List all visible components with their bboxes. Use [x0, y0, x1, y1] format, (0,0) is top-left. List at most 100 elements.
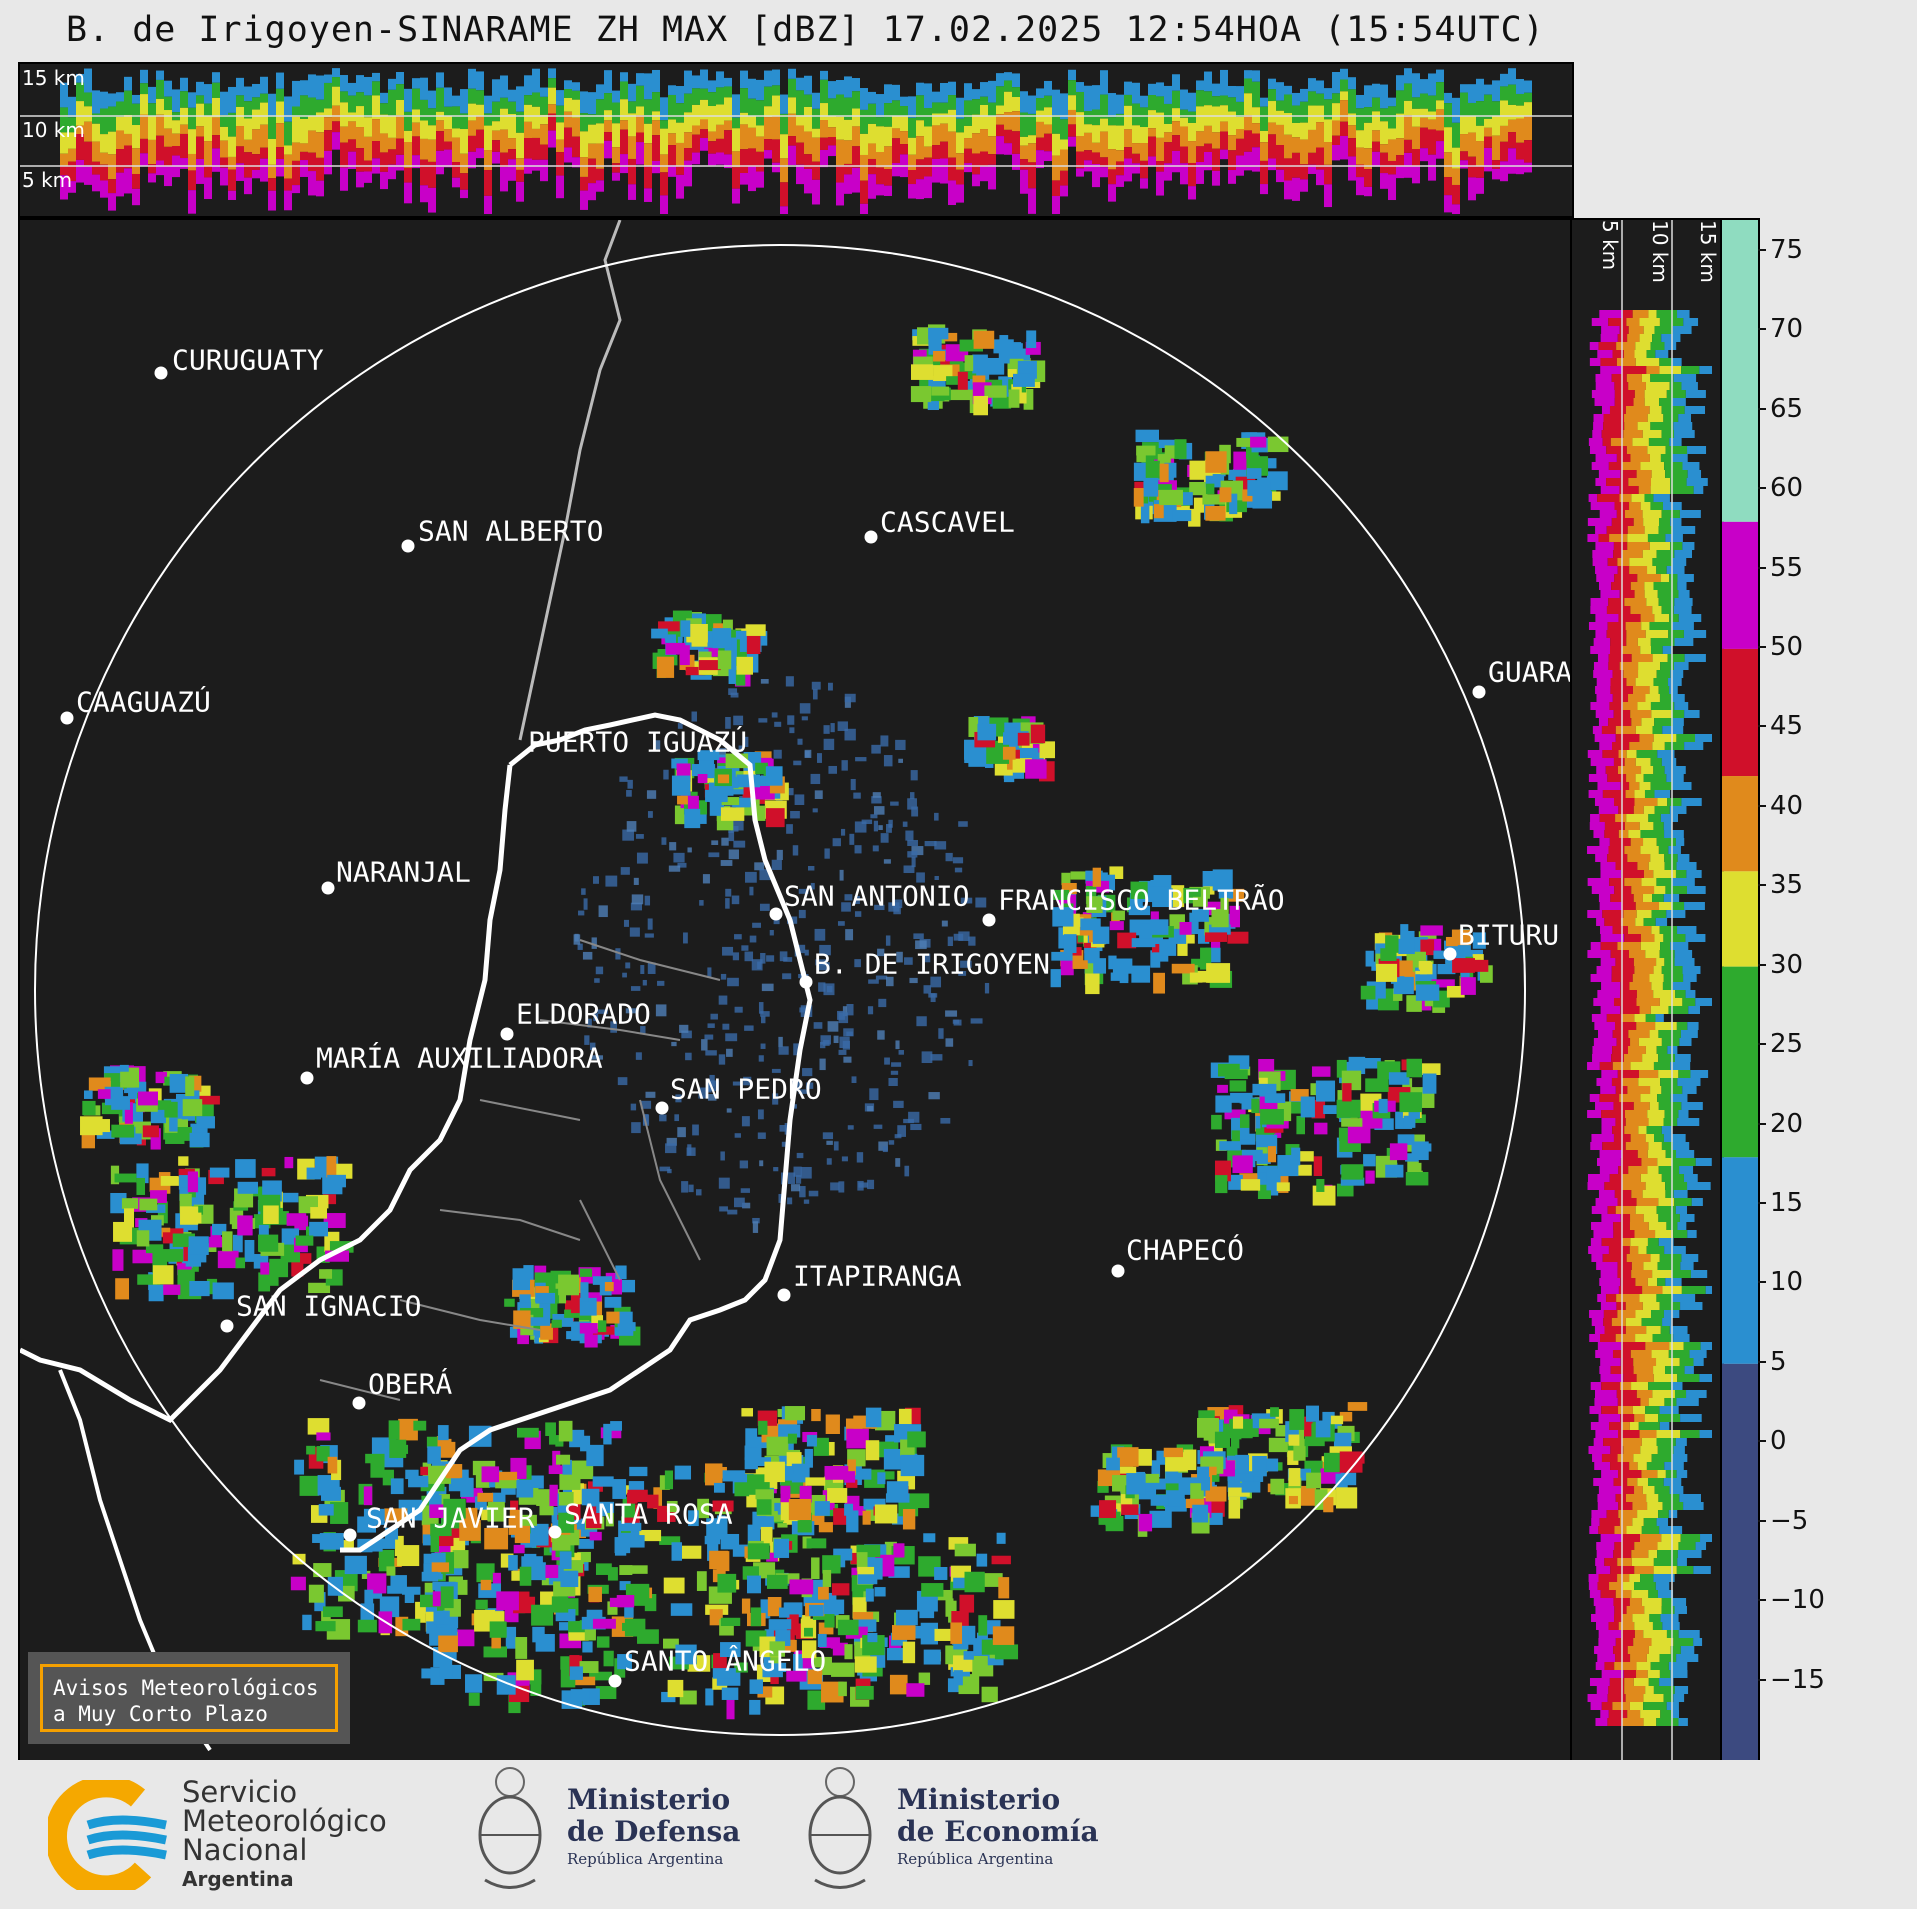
- city-marker: [864, 530, 878, 544]
- dbz-colorbar: [1720, 218, 1760, 1763]
- economia-line-2: de Economía: [897, 1815, 1099, 1848]
- top-altitude-10: 10 km: [22, 118, 85, 142]
- city-marker: [608, 1674, 622, 1688]
- city-marker: [352, 1396, 366, 1410]
- city-label-cascavel: CASCAVEL: [880, 505, 1015, 539]
- warning-notice-frame: Avisos Meteorológicos a Muy Corto Plazo: [40, 1664, 338, 1732]
- notice-line-1: Avisos Meteorológicos: [53, 1676, 319, 1700]
- colorbar-tick-mark: [1758, 884, 1766, 887]
- city-marker: [401, 539, 415, 553]
- colorbar-tick-mark: [1758, 1281, 1766, 1284]
- economia-line-1: Ministerio: [897, 1783, 1061, 1816]
- colorbar-tick-label: 70: [1770, 314, 1804, 345]
- colorbar-tick-mark: [1758, 645, 1766, 648]
- radar-site-marker: [799, 975, 813, 989]
- right-cross-section-canvas: [1587, 220, 1712, 1761]
- colorbar-band: [1722, 1157, 1758, 1364]
- city-label-maria-auxiliadora: MARÍA AUXILIADORA: [316, 1041, 603, 1075]
- footer-logos: Servicio Meteorológico Nacional Argentin…: [0, 1760, 1917, 1909]
- city-label-eldorado: ELDORADO: [516, 997, 651, 1031]
- city-label-san-alberto: SAN ALBERTO: [418, 514, 604, 548]
- colorbar-tick-label: 10: [1770, 1267, 1804, 1298]
- colorbar-tick-mark: [1758, 963, 1766, 966]
- city-marker: [500, 1027, 514, 1041]
- colorbar-tick-label: 60: [1770, 473, 1804, 504]
- argentina-coat-of-arms-icon: [478, 1767, 542, 1889]
- top-cross-section-canvas: [20, 68, 1572, 214]
- misiones-border: [340, 712, 813, 1553]
- city-label-obera: OBERÁ: [368, 1367, 453, 1401]
- page-title: B. de Irigoyen-SINARAME ZH MAX [dBZ] 17.…: [66, 10, 1545, 50]
- city-label-san-antonio: SAN ANTONIO: [784, 879, 970, 913]
- smn-line-2: Meteorológico: [182, 1804, 387, 1838]
- city-label-santo-angelo: SANTO ÂNGELO: [624, 1644, 827, 1678]
- city-label-naranjal: NARANJAL: [336, 855, 471, 889]
- defensa-line-3: República Argentina: [567, 1850, 724, 1868]
- city-label-puerto-iguazu: PUERTO IGUAZÚ: [528, 725, 748, 759]
- radar-map[interactable]: CURUGUATY SAN ALBERTO CASCAVEL CAAGUAZÚ …: [18, 218, 1574, 1763]
- colorbar-band: [1722, 648, 1758, 777]
- colorbar-tick-label: 30: [1770, 949, 1804, 980]
- city-label-santa-rosa: SANTA ROSA: [564, 1497, 733, 1531]
- colorbar-band: [1722, 1363, 1758, 1761]
- right-altitude-5: 5 km: [1598, 220, 1622, 271]
- defensa-line-1: Ministerio: [567, 1783, 731, 1816]
- country-border: [518, 220, 622, 741]
- paraguay-border: [20, 764, 513, 1424]
- colorbar-tick-mark: [1758, 407, 1766, 410]
- colorbar-band: [1722, 220, 1758, 522]
- smn-logo-icon: [48, 1780, 167, 1890]
- colorbar-tick-label: −10: [1770, 1585, 1825, 1616]
- right-cross-section: 5 km 10 km 15 km: [1570, 218, 1724, 1763]
- colorbar-tick-mark: [1758, 487, 1766, 490]
- city-label-bituru: BITURU: [1458, 918, 1560, 952]
- city-marker: [1443, 947, 1457, 961]
- warning-notice-box[interactable]: Avisos Meteorológicos a Muy Corto Plazo: [28, 1652, 350, 1744]
- defensa-logo-text: Ministerio de Defensa República Argentin…: [567, 1784, 740, 1870]
- colorbar-tick-label: 45: [1770, 711, 1804, 742]
- colorbar-tick-mark: [1758, 1122, 1766, 1125]
- economia-line-3: República Argentina: [897, 1850, 1054, 1868]
- colorbar-tick-mark: [1758, 1360, 1766, 1363]
- colorbar-tick-mark: [1758, 566, 1766, 569]
- city-marker: [154, 366, 168, 380]
- colorbar-band: [1722, 521, 1758, 649]
- colorbar-tick-label: 15: [1770, 1187, 1804, 1218]
- colorbar-tick-mark: [1758, 1599, 1766, 1602]
- colorbar-tick-mark: [1758, 804, 1766, 807]
- colorbar-tick-label: −15: [1770, 1664, 1825, 1695]
- city-label-itapiranga: ITAPIRANGA: [793, 1259, 962, 1293]
- colorbar-tick-mark: [1758, 1043, 1766, 1046]
- smn-line-1: Servicio: [182, 1775, 298, 1809]
- top-altitude-15: 15 km: [22, 66, 85, 90]
- city-label-san-ignacio: SAN IGNACIO: [236, 1289, 422, 1323]
- city-marker: [982, 913, 996, 927]
- city-marker: [220, 1319, 234, 1333]
- colorbar-tick-label: 50: [1770, 631, 1804, 662]
- colorbar-tick-mark: [1758, 1678, 1766, 1681]
- colorbar-tick-mark: [1758, 1519, 1766, 1522]
- colorbar-tick-label: 35: [1770, 870, 1804, 901]
- top-altitude-5: 5 km: [22, 168, 73, 192]
- city-label-francisco-beltrao: FRANCISCO BELTRÃO: [998, 883, 1285, 917]
- city-marker: [300, 1071, 314, 1085]
- colorbar-tick-label: 0: [1770, 1426, 1787, 1457]
- city-marker: [769, 907, 783, 921]
- right-altitude-10: 10 km: [1648, 220, 1672, 283]
- colorbar-band: [1722, 871, 1758, 967]
- radar-echoes: [80, 324, 1493, 1720]
- colorbar-tick-label: 55: [1770, 552, 1804, 583]
- radar-map-canvas: [20, 220, 1526, 1752]
- argentina-coat-of-arms-icon: [808, 1767, 872, 1889]
- colorbar-tick-label: 25: [1770, 1029, 1804, 1060]
- colorbar-band: [1722, 966, 1758, 1158]
- city-label-guara: GUARA: [1488, 655, 1573, 689]
- city-label-san-javier: SAN JAVIER: [366, 1501, 535, 1535]
- city-label-san-pedro: SAN PEDRO: [670, 1072, 822, 1106]
- top-cross-section: 15 km 10 km 5 km: [18, 62, 1574, 218]
- colorbar-tick-mark: [1758, 248, 1766, 251]
- city-label-caaguazu: CAAGUAZÚ: [76, 685, 211, 719]
- economia-logo-text: Ministerio de Economía República Argenti…: [897, 1784, 1099, 1870]
- colorbar-tick-label: 20: [1770, 1108, 1804, 1139]
- right-altitude-15: 15 km: [1696, 220, 1720, 283]
